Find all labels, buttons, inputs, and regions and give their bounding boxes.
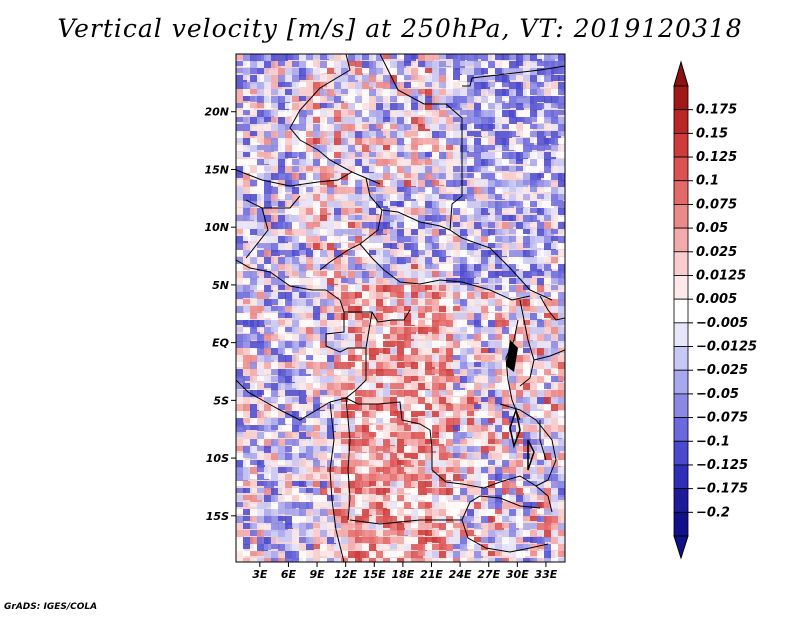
colorbar-label: 0.005	[696, 292, 737, 307]
colorbar-label: 0.125	[696, 150, 737, 165]
border-line	[505, 319, 521, 421]
colorbar-segment	[673, 275, 689, 300]
border-line	[236, 259, 326, 291]
colorbar-label: −0.175	[696, 482, 748, 497]
colorbar-label: 0.0125	[696, 268, 746, 283]
colorbar-segment	[673, 464, 689, 490]
lake-shape	[509, 407, 521, 449]
colorbar-segment	[673, 156, 689, 182]
lon-tick-label: 33E	[535, 568, 558, 581]
colorbar-segment	[673, 85, 689, 111]
lat-tick-label: 5N	[212, 279, 229, 292]
colorbar-label: −0.025	[696, 363, 748, 378]
lon-tick-label: 12E	[334, 568, 357, 581]
border-line	[325, 289, 411, 323]
border-line	[539, 420, 547, 461]
colorbar-segment	[673, 132, 689, 158]
colorbar-label: −0.05	[696, 387, 739, 402]
lon-tick-label: 3E	[252, 568, 268, 581]
border-line	[236, 379, 331, 421]
lat-tick-label: 15S	[206, 510, 229, 523]
map-frame	[235, 53, 566, 563]
latitude-axis: 20N 15N 10N 5N EQ 5S 10S 15S	[204, 106, 236, 523]
colorbar-segment	[673, 109, 689, 134]
lon-tick-label: 6E	[281, 568, 297, 581]
lat-tick-label: 20N	[204, 106, 229, 119]
border-line	[319, 177, 383, 271]
colorbar-label: −0.125	[696, 458, 748, 473]
colorbar-segment	[673, 346, 689, 371]
border-line	[431, 469, 553, 513]
lon-tick-label: 9E	[309, 568, 325, 581]
lake-shape	[506, 340, 518, 372]
colorbar-label: 0.1	[696, 174, 719, 189]
colorbar-label: 0.025	[696, 245, 737, 260]
lon-tick-label: 24E	[449, 568, 472, 581]
border-line	[262, 195, 301, 209]
longitude-axis: 3E 6E 9E 12E 15E 18E 21E 24E 27E 30E 33E	[252, 562, 558, 581]
colorbar-segment	[673, 180, 689, 205]
border-line	[381, 209, 451, 231]
colorbar-segment	[673, 417, 689, 442]
colorbar-label: −0.2	[696, 505, 730, 520]
lat-tick-label: 5S	[213, 394, 229, 407]
lat-tick-label: 10N	[204, 221, 229, 234]
lon-tick-label: 18E	[391, 568, 414, 581]
border-line	[245, 199, 269, 259]
border-line	[533, 349, 565, 361]
lat-tick-label: 15N	[204, 163, 229, 176]
lakes	[506, 340, 535, 471]
chart-title: Vertical velocity [m/s] at 250hPa, VT: 2…	[57, 14, 743, 43]
credit-text: GrADS: IGES/COLA	[4, 602, 98, 612]
lake-shape	[527, 439, 535, 471]
lon-tick-label: 15E	[363, 568, 386, 581]
colorbar-label: 0.15	[696, 126, 728, 141]
country-borders	[236, 54, 565, 562]
border-line	[499, 403, 557, 487]
colorbar-label: −0.005	[696, 316, 748, 331]
border-line	[359, 243, 531, 301]
colorbar-segment	[673, 251, 689, 276]
colorbar-segment	[673, 298, 689, 324]
border-line	[462, 65, 565, 87]
border-line	[519, 299, 535, 387]
lat-tick-label: EQ	[212, 337, 229, 350]
border-line	[236, 169, 381, 187]
colorbar-top-arrow	[673, 60, 689, 87]
colorbar-segment	[673, 511, 689, 537]
border-line	[329, 401, 345, 562]
border-line	[539, 295, 565, 321]
colorbar-segment	[673, 393, 689, 418]
colorbar-segment	[673, 227, 689, 253]
colorbar-bottom-arrow	[673, 535, 689, 560]
border-line	[365, 311, 373, 349]
border-line	[379, 54, 553, 301]
colorbar-label: 0.175	[696, 103, 737, 118]
colorbar-label: 0.05	[696, 221, 728, 236]
border-line	[345, 397, 351, 521]
lat-tick-label: 10S	[206, 452, 229, 465]
border-line	[289, 54, 353, 173]
colorbar: 0.175 0.15 0.125 0.1 0.075 0.05 0.025 0.0125 0.0…	[673, 60, 757, 560]
colorbar-segment	[673, 322, 689, 347]
lon-tick-label: 21E	[420, 568, 443, 581]
colorbar-label: 0.075	[696, 197, 737, 212]
lon-tick-label: 30E	[506, 568, 529, 581]
colorbar-segment	[673, 440, 689, 466]
colorbar-segment	[673, 488, 689, 513]
border-line	[325, 312, 366, 353]
border-line	[461, 519, 549, 553]
border-line	[329, 348, 367, 403]
velocity-field	[236, 54, 565, 562]
colorbar-label: −0.1	[696, 434, 730, 449]
lon-tick-label: 27E	[477, 568, 500, 581]
colorbar-label: −0.0125	[696, 340, 757, 355]
colorbar-segment	[673, 204, 689, 229]
colorbar-label: −0.075	[696, 411, 748, 426]
colorbar-segment	[673, 369, 689, 395]
border-line	[345, 397, 433, 470]
